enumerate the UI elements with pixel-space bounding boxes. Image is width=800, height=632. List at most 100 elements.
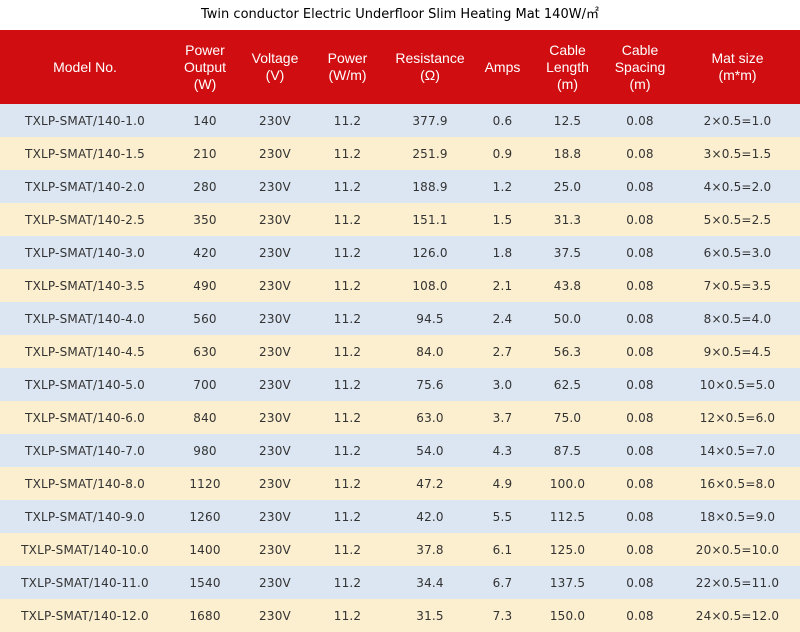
cell-cable-spacing: 0.08 [605, 500, 675, 533]
cell-cable-length: 87.5 [530, 434, 605, 467]
cell-resistance: 75.6 [385, 368, 475, 401]
cell-amps: 2.4 [475, 302, 530, 335]
cell-voltage: 230V [240, 170, 310, 203]
cell-power-per-m: 11.2 [310, 434, 385, 467]
header-cable-length: Cable Length (m) [530, 30, 605, 104]
cell-power-output: 560 [170, 302, 240, 335]
cell-power-per-m: 11.2 [310, 302, 385, 335]
cell-resistance: 108.0 [385, 269, 475, 302]
cell-resistance: 37.8 [385, 533, 475, 566]
cell-model-no: TXLP-SMAT/140-2.0 [0, 170, 170, 203]
cell-power-output: 1260 [170, 500, 240, 533]
header-line: Length [546, 58, 589, 75]
cell-voltage: 230V [240, 500, 310, 533]
cell-amps: 1.8 [475, 236, 530, 269]
cell-cable-spacing: 0.08 [605, 302, 675, 335]
cell-power-per-m: 11.2 [310, 368, 385, 401]
table-row: TXLP-SMAT/140-6.0 840 230V 11.2 63.0 3.7 75.0 0… [0, 401, 800, 434]
cell-cable-spacing: 0.08 [605, 236, 675, 269]
cell-voltage: 230V [240, 533, 310, 566]
cell-mat-size: 24×0.5=12.0 [675, 599, 800, 632]
header-line: Power [185, 41, 225, 58]
cell-mat-size: 2×0.5=1.0 [675, 104, 800, 137]
cell-power-output: 1400 [170, 533, 240, 566]
cell-cable-length: 31.3 [530, 203, 605, 236]
cell-cable-length: 150.0 [530, 599, 605, 632]
cell-cable-spacing: 0.08 [605, 368, 675, 401]
cell-resistance: 94.5 [385, 302, 475, 335]
cell-mat-size: 7×0.5=3.5 [675, 269, 800, 302]
cell-power-output: 1540 [170, 566, 240, 599]
table-body: TXLP-SMAT/140-1.0 140 230V 11.2 377.9 0.6 12.5… [0, 104, 800, 632]
cell-amps: 1.5 [475, 203, 530, 236]
header-line: Cable [621, 41, 659, 58]
table-row: TXLP-SMAT/140-9.0 1260 230V 11.2 42.0 5.5 112.… [0, 500, 800, 533]
cell-power-per-m: 11.2 [310, 500, 385, 533]
cell-amps: 5.5 [475, 500, 530, 533]
cell-model-no: TXLP-SMAT/140-1.5 [0, 137, 170, 170]
cell-power-per-m: 11.2 [310, 335, 385, 368]
cell-model-no: TXLP-SMAT/140-9.0 [0, 500, 170, 533]
cell-power-output: 840 [170, 401, 240, 434]
header-line: Resistance [395, 50, 465, 66]
cell-voltage: 230V [240, 302, 310, 335]
table-row: TXLP-SMAT/140-2.0 280 230V 11.2 188.9 1.2 25.0… [0, 170, 800, 203]
cell-amps: 2.7 [475, 335, 530, 368]
cell-power-per-m: 11.2 [310, 203, 385, 236]
cell-resistance: 31.5 [385, 599, 475, 632]
cell-amps: 4.9 [475, 467, 530, 500]
cell-cable-length: 125.0 [530, 533, 605, 566]
header-cable-spacing: Cable Spacing (m) [605, 30, 675, 104]
page-title: Twin conductor Electric Underfloor Slim … [201, 7, 599, 22]
cell-power-output: 420 [170, 236, 240, 269]
cell-resistance: 63.0 [385, 401, 475, 434]
cell-amps: 6.7 [475, 566, 530, 599]
cell-voltage: 230V [240, 467, 310, 500]
cell-resistance: 42.0 [385, 500, 475, 533]
cell-power-output: 140 [170, 104, 240, 137]
cell-power-per-m: 11.2 [310, 467, 385, 500]
header-line: Mat size [711, 50, 764, 66]
header-line: Spacing [614, 58, 666, 75]
cell-mat-size: 22×0.5=11.0 [675, 566, 800, 599]
header-mat-size: Mat size (m*m) [675, 30, 800, 104]
cell-amps: 2.1 [475, 269, 530, 302]
cell-mat-size: 8×0.5=4.0 [675, 302, 800, 335]
cell-resistance: 151.1 [385, 203, 475, 236]
cell-cable-spacing: 0.08 [605, 566, 675, 599]
header-line: (m*m) [718, 67, 757, 83]
cell-power-per-m: 11.2 [310, 269, 385, 302]
cell-cable-length: 137.5 [530, 566, 605, 599]
cell-resistance: 47.2 [385, 467, 475, 500]
cell-power-per-m: 11.2 [310, 401, 385, 434]
cell-model-no: TXLP-SMAT/140-8.0 [0, 467, 170, 500]
cell-voltage: 230V [240, 368, 310, 401]
cell-cable-length: 25.0 [530, 170, 605, 203]
header-line: (m) [557, 75, 578, 92]
cell-power-output: 630 [170, 335, 240, 368]
table-row: TXLP-SMAT/140-4.5 630 230V 11.2 84.0 2.7 56.3 0… [0, 335, 800, 368]
cell-cable-spacing: 0.08 [605, 170, 675, 203]
header-line: Power [327, 50, 368, 66]
cell-model-no: TXLP-SMAT/140-4.0 [0, 302, 170, 335]
header-voltage: Voltage (V) [240, 30, 310, 104]
cell-power-per-m: 11.2 [310, 137, 385, 170]
cell-amps: 0.6 [475, 104, 530, 137]
cell-cable-spacing: 0.08 [605, 104, 675, 137]
header-line: Voltage [251, 50, 299, 66]
cell-model-no: TXLP-SMAT/140-5.0 [0, 368, 170, 401]
cell-power-per-m: 11.2 [310, 599, 385, 632]
header-line: (V) [265, 67, 285, 83]
cell-cable-spacing: 0.08 [605, 467, 675, 500]
cell-cable-length: 62.5 [530, 368, 605, 401]
cell-power-output: 700 [170, 368, 240, 401]
header-line: (W) [193, 75, 217, 92]
cell-model-no: TXLP-SMAT/140-12.0 [0, 599, 170, 632]
table-row: TXLP-SMAT/140-3.5 490 230V 11.2 108.0 2.1 43.8… [0, 269, 800, 302]
cell-amps: 6.1 [475, 533, 530, 566]
cell-cable-length: 37.5 [530, 236, 605, 269]
cell-mat-size: 5×0.5=2.5 [675, 203, 800, 236]
cell-voltage: 230V [240, 401, 310, 434]
header-line: (Ω) [420, 67, 440, 83]
cell-cable-spacing: 0.08 [605, 335, 675, 368]
